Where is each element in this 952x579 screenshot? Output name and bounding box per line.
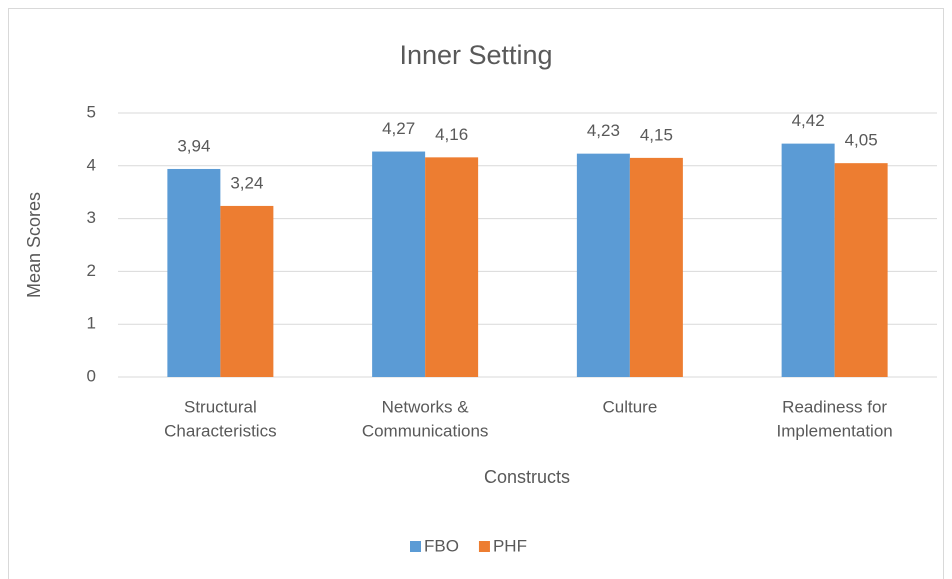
y-tick-label: 3: [87, 208, 96, 227]
y-tick-label: 4: [87, 155, 96, 174]
chart-title: Inner Setting: [399, 40, 552, 70]
bar: [220, 205, 274, 377]
value-label: 4,23: [587, 121, 620, 140]
x-tick-label: Networks &: [382, 397, 470, 416]
bar: [629, 157, 683, 377]
legend-label: PHF: [493, 536, 527, 555]
y-tick-label: 1: [87, 314, 96, 333]
value-label: 4,05: [845, 131, 878, 150]
legend-swatch: [410, 541, 421, 552]
x-tick-label: Culture: [602, 397, 657, 416]
y-axis-title: Mean Scores: [24, 192, 44, 298]
legend-swatch: [478, 541, 490, 552]
value-label: 3,24: [230, 173, 263, 192]
x-tick-label: Structural: [184, 397, 257, 416]
legend-label: FBO: [424, 536, 459, 555]
value-label: 3,94: [177, 136, 210, 155]
value-label: 4,16: [435, 125, 468, 144]
value-label: 4,42: [792, 111, 825, 130]
x-axis-title: Constructs: [484, 467, 570, 487]
bar: [425, 157, 479, 377]
value-label: 4,15: [640, 125, 673, 144]
y-tick-label: 2: [87, 261, 96, 280]
bar: [834, 163, 888, 377]
bar: [781, 143, 835, 377]
x-tick-label: Communications: [362, 421, 489, 440]
bar: [576, 153, 630, 377]
x-tick-label: Readiness for: [782, 397, 887, 416]
x-tick-label: Implementation: [777, 421, 893, 440]
bar: [167, 168, 221, 377]
bar: [372, 151, 426, 377]
y-tick-label: 5: [87, 102, 96, 121]
value-label: 4,27: [382, 119, 415, 138]
y-tick-label: 0: [87, 366, 96, 385]
x-tick-label: Characteristics: [164, 421, 276, 440]
